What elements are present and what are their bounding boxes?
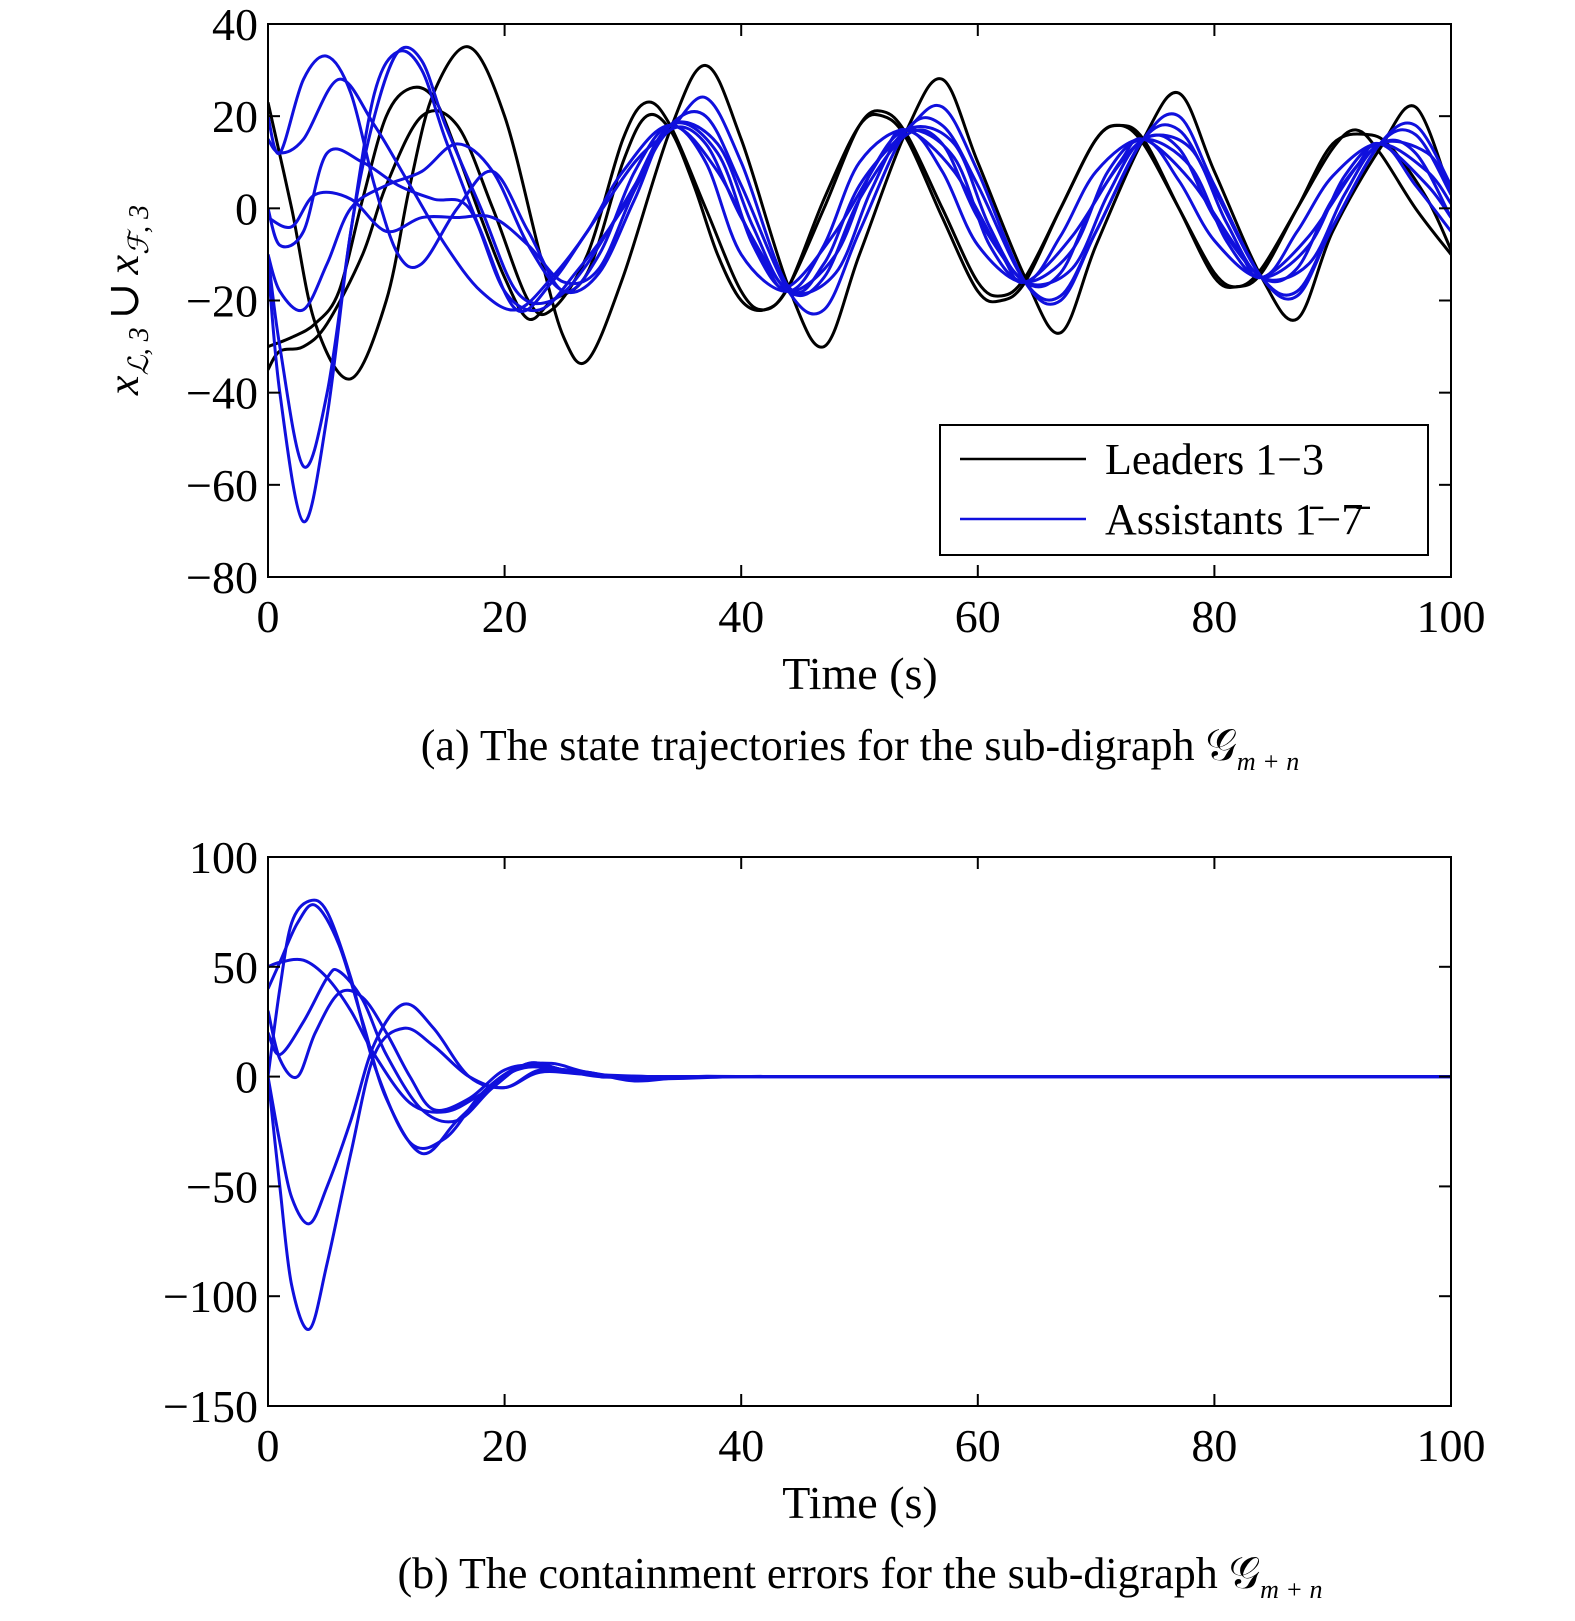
panel-b-series-line-2 [268, 903, 1451, 1156]
panel-a-ylabel-cup: ∪ [99, 282, 148, 319]
panel-a-ylabel-x2: x [99, 254, 148, 275]
panel-a-xtick-label: 80 [1191, 591, 1237, 642]
panel-a-caption: (a) The state trajectories for the sub-d… [421, 721, 1299, 776]
panel-b-xtick-label: 60 [955, 1420, 1001, 1471]
panel-b-xtick-label: 40 [718, 1420, 764, 1471]
legend-box [939, 424, 1429, 556]
legend-label-assistants: Assistants 1̄−7̄ [1105, 495, 1370, 544]
panel-a-ytick-label: −60 [186, 460, 258, 511]
panel-b-ytick-label: −150 [163, 1381, 258, 1432]
panel-a-ytick-label: −40 [186, 368, 258, 419]
panel-a-ytick-label: −80 [186, 552, 258, 603]
panel-a-series-line-9 [268, 120, 1451, 313]
panel-b-xtick-label: 0 [257, 1420, 280, 1471]
panel-a-legend: Leaders 1−3 Assistants 1̄−7̄ [939, 424, 1429, 556]
panel-a-series-group [268, 45, 1451, 524]
panel-b-series-line-3 [268, 957, 1451, 1114]
panel-b-series-line-6 [268, 1002, 1451, 1226]
panel-a-xtick-label: 60 [955, 591, 1001, 642]
panel-a-series-line-10 [268, 125, 1451, 297]
panel-b-xtick-label: 100 [1417, 1420, 1486, 1471]
panel-a-xtick-label: 40 [718, 591, 764, 642]
panel-a-xtick-label: 0 [257, 591, 280, 642]
panel-b-xtick-label: 80 [1191, 1420, 1237, 1471]
legend-label-leaders: Leaders 1−3 [1105, 435, 1324, 484]
panel-b-xtick-label: 20 [482, 1420, 528, 1471]
panel-b-ytick-label: −100 [163, 1271, 258, 1322]
panel-b-series-line-5 [268, 988, 1451, 1112]
panel-b: 0 20 40 60 80 100 −150 −100 −50 0 50 100 Time (s) (… [163, 832, 1485, 1604]
panel-b-series-group [268, 898, 1451, 1331]
panel-a-series-line-5 [268, 49, 1451, 469]
panel-a-ylabel-sub1: ℒ, 3 [124, 327, 155, 375]
svg-text:xℒ, 3∪xℱ, 3: xℒ, 3∪xℱ, 3 [99, 205, 155, 396]
panel-b-ytick-label: 100 [189, 832, 258, 883]
panel-a-ytick-label: 40 [212, 0, 258, 50]
panel-a-series-line-6 [268, 45, 1451, 524]
panel-a-ylabel-sub2: ℱ, 3 [124, 205, 155, 255]
panel-a-ytick-label: −20 [186, 276, 258, 327]
panel-a-ylabel-x1: x [99, 375, 148, 396]
panel-a-ytick-label: 0 [235, 183, 258, 234]
panel-b-ticks: 0 20 40 60 80 100 −150 −100 −50 0 50 100 [163, 832, 1485, 1471]
panel-b-ytick-label: 50 [212, 942, 258, 993]
panel-a-xtick-label: 100 [1417, 591, 1486, 642]
panel-a-xlabel: Time (s) [782, 648, 938, 699]
panel-b-xlabel: Time (s) [782, 1477, 938, 1528]
panel-a: 0 20 40 60 80 100 −80 −60 −40 −20 0 20 40 Time (s) x… [99, 0, 1486, 776]
panel-b-plot-frame [267, 856, 1452, 1407]
panel-b-ytick-label: 0 [235, 1052, 258, 1103]
panel-a-series-line-2 [268, 45, 1451, 381]
panel-a-xtick-label: 20 [482, 591, 528, 642]
panel-a-ticks: 0 20 40 60 80 100 −80 −60 −40 −20 0 20 40 [186, 0, 1485, 642]
panel-b-series-line-7 [268, 1026, 1451, 1331]
panel-a-series-line-3 [268, 100, 1451, 371]
panel-b-caption: (b) The containment errors for the sub-d… [398, 1549, 1323, 1604]
panel-b-ytick-label: −50 [186, 1161, 258, 1212]
panel-a-ytick-label: 20 [212, 91, 258, 142]
panel-a-ylabel: xℒ, 3∪xℱ, 3 [99, 205, 155, 396]
